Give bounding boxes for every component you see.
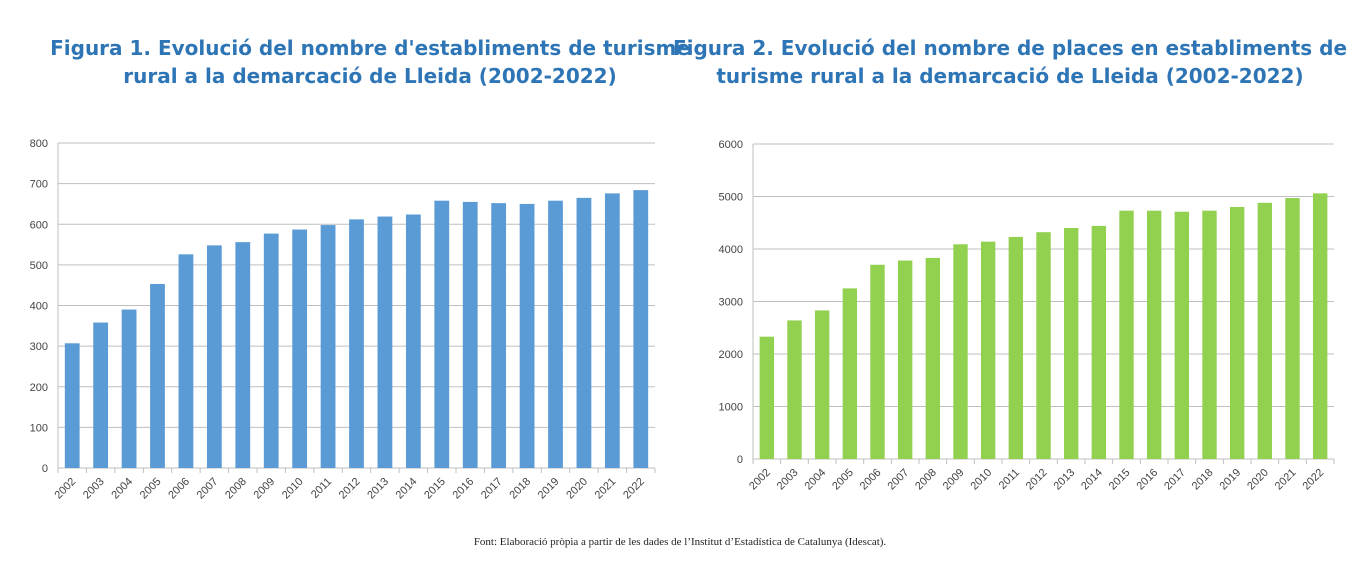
chart2-x-tick-label: 2013	[1051, 467, 1077, 493]
chart2-x-tick-label: 2017	[1162, 467, 1188, 493]
chart2-y-tick-label: 6000	[719, 139, 743, 151]
chart2-bar-2012	[1036, 232, 1051, 459]
chart1-y-tick-label: 0	[42, 463, 48, 475]
chart2-y-tick-label: 1000	[719, 402, 743, 414]
chart2-bar-2005	[842, 288, 858, 459]
chart2-x-tick-label: 2012	[1024, 467, 1050, 493]
chart2-bar-2017	[1174, 211, 1190, 459]
chart2-bar-2004	[814, 310, 830, 459]
chart1-bar-2022	[633, 190, 649, 468]
chart2-bar-2013	[1063, 228, 1079, 459]
chart1-title: Figura 1. Evolució del nombre d'establim…	[50, 36, 690, 88]
chart2-x-tick-label: 2019	[1217, 467, 1243, 493]
chart2-bar-2011	[1008, 236, 1024, 459]
chart2-bar-2019	[1229, 207, 1245, 459]
chart1-y-tick-label: 700	[30, 179, 48, 191]
chart1-bar-2005	[150, 283, 165, 468]
chart1-bar-2021	[604, 193, 620, 468]
chart1-bar-2016	[462, 201, 478, 468]
chart2-title: Figura 2. Evolució del nombre de places …	[672, 36, 1348, 88]
chart2-x-tick-label: 2020	[1245, 467, 1271, 493]
chart2-bar-2018	[1202, 210, 1217, 459]
chart1-bar-2015	[434, 200, 450, 468]
chart1-bar-2017	[491, 203, 507, 468]
chart2-y-tick-label: 3000	[719, 297, 743, 309]
chart2-bar-2021	[1285, 198, 1300, 459]
chart2-bar-2009	[953, 244, 968, 459]
chart2-x-tick-label: 2021	[1273, 467, 1299, 493]
chart1-bar-2003	[93, 322, 109, 468]
chart2-bar-2014	[1091, 225, 1107, 459]
source-note: Font: Elaboració pròpia a partir de les …	[473, 536, 887, 548]
chart2-x-tick-label: 2009	[941, 467, 967, 493]
chart1-y-tick-label: 600	[30, 219, 48, 231]
chart1-bar-2007	[206, 245, 222, 468]
chart2-bar-2022	[1312, 193, 1328, 459]
chart1-bar-2006	[178, 254, 194, 468]
chart2-bar-2010	[980, 241, 996, 459]
chart1-bar-2004	[121, 309, 137, 468]
chart1-y-tick-label: 300	[30, 341, 48, 353]
chart2-x-tick-label: 2015	[1107, 467, 1133, 493]
chart2-x-tick-label: 2004	[802, 467, 828, 493]
chart1-bar-2018	[519, 203, 535, 468]
chart2-x-tick-label: 2007	[885, 467, 911, 493]
chart2-y-tick-label: 5000	[719, 192, 743, 204]
chart1-bar-2002	[64, 343, 80, 468]
chart1-bar-2009	[263, 233, 279, 468]
chart2-x-tick-label: 2002	[747, 467, 773, 493]
chart2-bar-2008	[925, 257, 941, 459]
chart1-bar-2013	[377, 216, 393, 468]
chart1-y-tick-label: 200	[30, 382, 48, 394]
chart2-x-tick-label: 2010	[968, 467, 994, 493]
chart2-x-tick-label: 2016	[1134, 467, 1160, 493]
chart2-bar-2007	[897, 260, 913, 459]
chart2-x-tick-label: 2005	[830, 467, 856, 493]
chart1-bar-2010	[292, 229, 308, 468]
chart2-bar-2002	[759, 336, 775, 459]
chart1-bar-2011	[320, 225, 336, 468]
chart2-x-tick-label: 2008	[913, 467, 939, 493]
chart1-bar-2012	[349, 219, 364, 468]
chart2-bar-2003	[787, 320, 802, 459]
chart1-y-tick-label: 100	[30, 422, 48, 434]
chart2-y-tick-label: 2000	[719, 349, 743, 361]
chart2-x-tick-label: 2018	[1190, 467, 1216, 493]
chart1-bar-2019	[548, 200, 563, 468]
chart1-y-tick-label: 800	[30, 138, 48, 150]
chart2-y-tick-label: 4000	[719, 244, 743, 256]
chart1-bar-2008	[235, 242, 251, 468]
chart2-bar-2016	[1146, 210, 1162, 459]
chart2-y-tick-label: 0	[737, 454, 743, 466]
chart2-bar-2015	[1119, 210, 1134, 459]
chart2-x-tick-label: 2014	[1079, 467, 1105, 493]
chart2-x-tick-label: 2003	[775, 467, 801, 493]
chart2-x-tick-label: 2006	[858, 467, 884, 493]
chart1-bar-2020	[576, 197, 592, 468]
chart2-x-tick-label: 2022	[1300, 467, 1326, 493]
chart1-y-tick-label: 400	[30, 301, 48, 313]
chart1-y-tick-label: 500	[30, 260, 48, 272]
chart2-x-tick-label: 2011	[997, 467, 1022, 492]
chart2-bar-2006	[870, 264, 885, 459]
chart2-bar-2020	[1257, 202, 1273, 460]
chart1-bar-2014	[405, 214, 421, 468]
